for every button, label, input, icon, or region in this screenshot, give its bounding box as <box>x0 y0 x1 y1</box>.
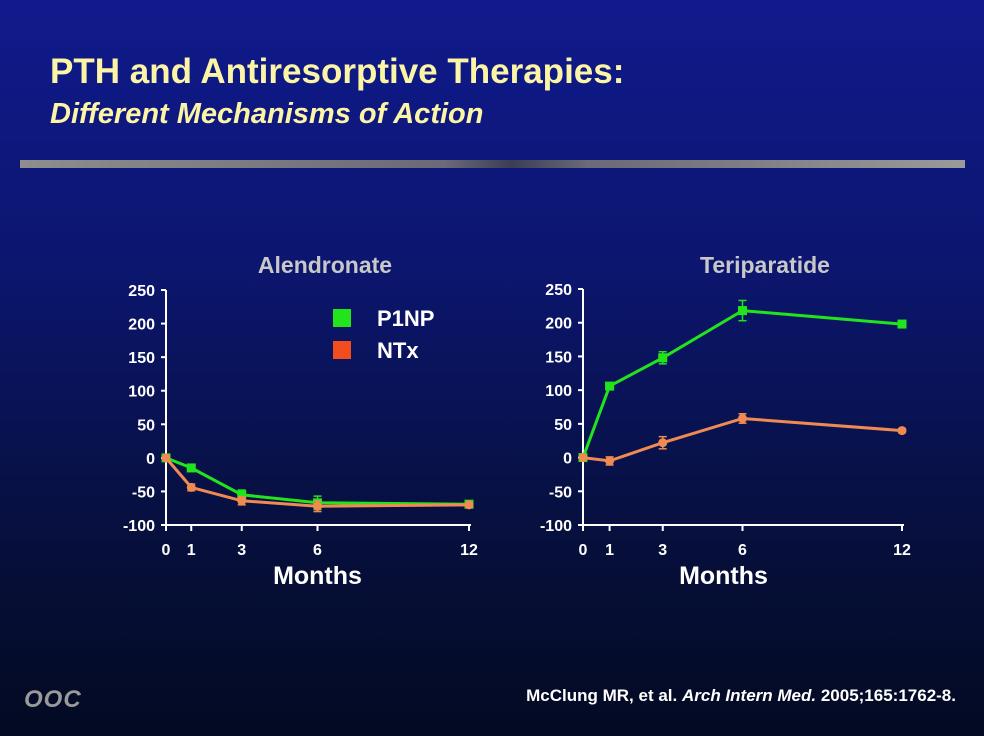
chart1-ntx-point <box>237 496 247 506</box>
chart2-title: Teriparatide <box>700 252 830 278</box>
chart2-y-tick-label: 200 <box>545 316 572 333</box>
title-divider <box>20 160 965 168</box>
chart1-y-tick-label: 50 <box>137 417 155 434</box>
ooc-logo: OOC <box>24 686 82 713</box>
chart2-x-label: Months <box>679 562 768 590</box>
chart1-y-tick-label: 200 <box>128 317 155 334</box>
chart1-x-tick-label: 0 <box>162 542 171 559</box>
citation-journal: Arch Intern Med. <box>681 686 817 705</box>
chart2-y-tick-label: -50 <box>549 484 572 501</box>
chart2-y-tick-label: -100 <box>540 518 572 535</box>
chart1-x-tick-label: 1 <box>187 542 196 559</box>
chart1-x-label: Months <box>273 562 362 590</box>
chart2-p1np-point <box>658 353 668 363</box>
legend-label-p1np: P1NP <box>377 306 434 331</box>
chart1-x-tick-label: 6 <box>313 542 322 559</box>
slide-subtitle: Different Mechanisms of Action <box>50 98 484 130</box>
chart1-p1np-point <box>186 463 196 473</box>
chart1-y-tick-label: 250 <box>128 283 155 300</box>
chart2-x-tick-label: 12 <box>893 542 911 559</box>
chart2-y-tick-label: 250 <box>545 282 572 299</box>
chart1-y-tick-label: -50 <box>132 484 155 501</box>
chart1-ntx-point <box>161 453 171 463</box>
chart2-ntx-point <box>738 413 747 423</box>
chart1-y-tick-label: -100 <box>123 518 155 535</box>
chart2-x-tick-label: 6 <box>738 542 747 559</box>
slide-title: PTH and Antiresorptive Therapies: <box>50 52 625 91</box>
chart2-x-tick-label: 1 <box>605 542 614 559</box>
chart2-y-tick-label: 100 <box>545 383 572 400</box>
chart2-ntx-point <box>897 426 907 436</box>
citation-authors: McClung MR, et al. <box>526 686 678 705</box>
chart1-title: Alendronate <box>258 252 392 278</box>
chart2-ntx-point <box>658 438 668 448</box>
chart2-x-tick-label: 0 <box>579 542 588 559</box>
chart2-p1np-line <box>581 309 903 459</box>
chart1-y-tick-label: 150 <box>128 350 155 367</box>
chart1-y-tick-label: 100 <box>128 384 155 401</box>
legend-swatch-p1np <box>333 309 351 327</box>
citation: McClung MR, et al. Arch Intern Med. 2005… <box>526 686 956 706</box>
chart2-p1np-point <box>738 306 747 316</box>
legend-swatch-ntx <box>333 341 351 359</box>
chart1-p1np-point <box>237 490 247 500</box>
chart2-p1np-point <box>605 381 615 391</box>
chart2-y-tick-label: 50 <box>554 417 572 434</box>
legend-label-ntx: NTx <box>377 338 419 363</box>
citation-details: 2005;165:1762-8. <box>820 686 956 705</box>
chart1-x-tick-label: 12 <box>460 542 478 559</box>
chart2-y-tick-label: 0 <box>563 451 572 468</box>
chart1-ntx-point <box>464 500 474 510</box>
chart2-ntx-point <box>605 456 615 466</box>
chart2-ntx-line <box>582 416 903 463</box>
chart2-y-tick-label: 150 <box>545 349 572 366</box>
chart2-ntx-point <box>578 453 588 463</box>
chart2-x-tick-label: 3 <box>658 542 667 559</box>
chart1-y-tick-label: 0 <box>146 451 155 468</box>
chart1-ntx-point <box>186 482 196 492</box>
chart2-p1np-point <box>897 319 907 329</box>
chart1-ntx-point <box>313 501 322 511</box>
chart1-x-tick-label: 3 <box>237 542 246 559</box>
